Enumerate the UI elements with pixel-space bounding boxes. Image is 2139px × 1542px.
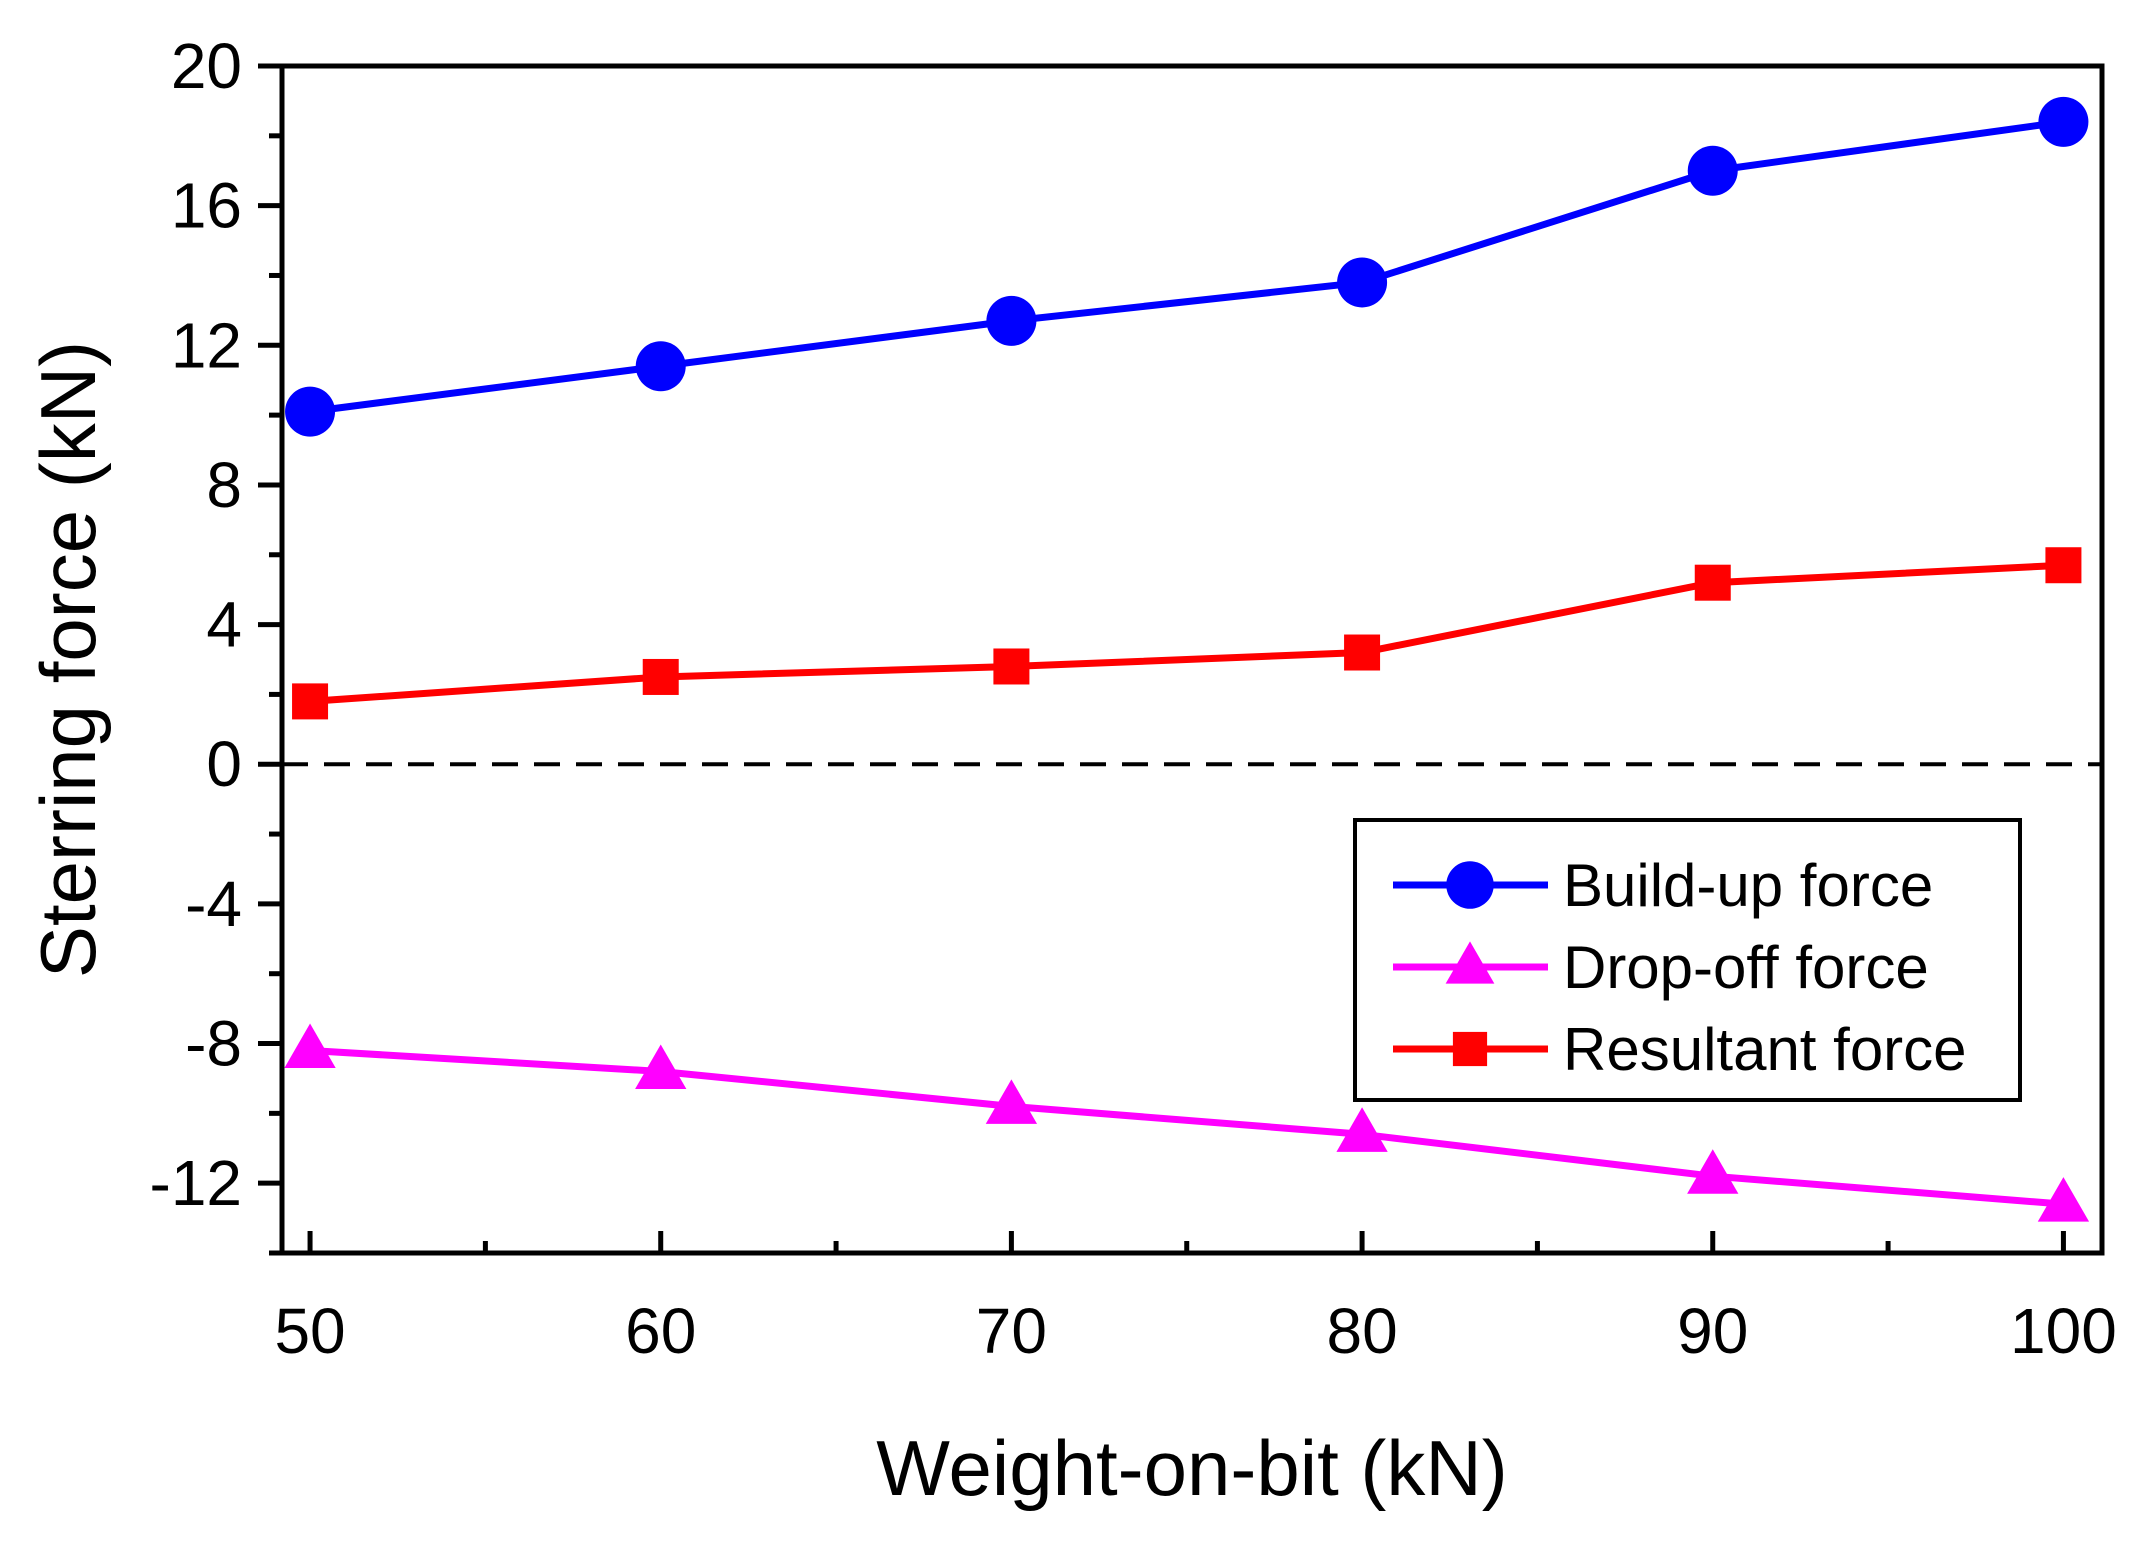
series-line <box>309 561 2064 705</box>
legend-entry: Resultant force <box>1393 1016 1967 1083</box>
data-point <box>1687 145 1738 196</box>
series-line <box>309 118 2064 416</box>
data-point <box>2038 96 2089 147</box>
data-point <box>642 658 679 695</box>
y-tick-label: 8 <box>206 449 242 521</box>
y-tick-label: 20 <box>171 30 242 102</box>
data-point <box>986 295 1037 346</box>
ticks-layer <box>258 63 2066 1256</box>
series-drop-off-force <box>284 1023 2090 1222</box>
data-point <box>635 1044 687 1090</box>
data-point <box>1337 257 1388 308</box>
x-tick-label: 100 <box>2010 1295 2117 1367</box>
x-tick-label: 60 <box>625 1295 696 1367</box>
x-tick-label: 50 <box>274 1295 345 1367</box>
data-point <box>1344 634 1381 671</box>
series-resultant-force <box>292 547 2082 720</box>
data-point <box>985 1079 1038 1124</box>
data-point <box>2037 1177 2090 1222</box>
legend-entries: Build-up force Drop-off force Resultant fo… <box>1393 852 1967 1083</box>
data-point <box>993 648 1030 685</box>
y-tick-label: -8 <box>185 1008 242 1080</box>
x-tick-label: 90 <box>1677 1295 1748 1367</box>
legend-marker <box>1446 861 1494 909</box>
legend-label: Resultant force <box>1563 1016 1967 1083</box>
y-axis-title: Sterring force (kN) <box>24 341 112 978</box>
legend-label: Drop-off force <box>1563 934 1929 1001</box>
y-tick-label: 12 <box>171 309 242 381</box>
data-point <box>292 683 329 720</box>
data-point <box>1694 564 1731 601</box>
y-tick-label: 4 <box>206 589 242 661</box>
tick-labels-layer: 50 60 70 80 90 100 -12 -8 -4 0 4 8 12 16 20 <box>150 30 2117 1367</box>
series-build-up-force <box>285 96 2089 437</box>
legend-entry: Drop-off force <box>1393 934 1929 1001</box>
legend-marker <box>1452 1031 1488 1067</box>
plot-frame <box>279 63 2105 1256</box>
series-layer <box>284 96 2090 1222</box>
data-point <box>635 341 686 392</box>
x-tick-label: 80 <box>1326 1295 1397 1367</box>
x-tick-label: 70 <box>976 1295 1047 1367</box>
y-tick-label: -12 <box>150 1147 243 1219</box>
data-point <box>2045 547 2082 584</box>
series-line <box>309 1047 2064 1208</box>
legend-label: Build-up force <box>1563 852 1933 919</box>
y-tick-label: -4 <box>185 868 242 940</box>
y-tick-label: 0 <box>206 728 242 800</box>
data-point <box>1336 1107 1388 1152</box>
data-point <box>1687 1149 1739 1194</box>
x-axis-title: Weight-on-bit (kN) <box>876 1424 1507 1512</box>
data-point <box>285 386 336 437</box>
legend-marker <box>1445 941 1495 984</box>
legend: Build-up force Drop-off force Resultant fo… <box>1353 818 2022 1102</box>
y-tick-label: 16 <box>171 170 242 242</box>
legend-entry: Build-up force <box>1393 852 1933 919</box>
data-point <box>284 1023 336 1069</box>
